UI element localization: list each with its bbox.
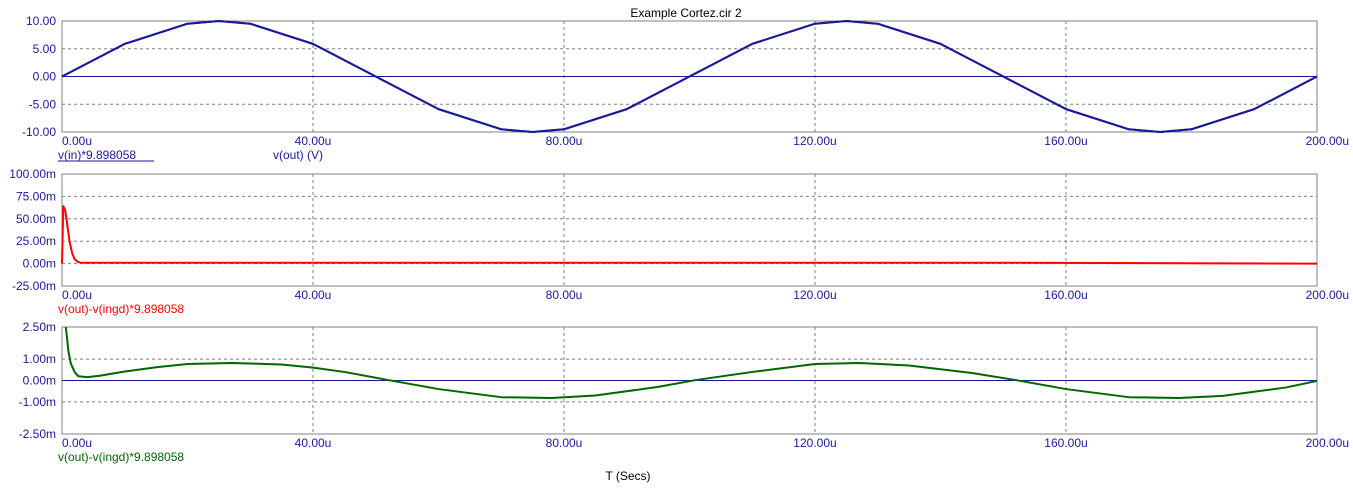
x-tick-label: 160.00u [1044,436,1087,450]
y-tick-label: -5.00 [29,97,57,111]
x-tick-label: 160.00u [1044,288,1087,302]
x-tick-label: 200.00u [1306,134,1349,148]
x-tick-label: 160.00u [1044,134,1087,148]
y-tick-label: 1.00m [23,352,56,366]
series-label: v(in)*9.898058 [58,148,136,162]
y-tick-label: -2.50m [19,427,56,441]
y-tick-label: 75.00m [16,189,56,203]
y-tick-label: 2.50m [23,320,56,334]
x-tick-label: 0.00u [62,436,92,450]
y-tick-label: 5.00 [33,42,57,56]
series-line [61,205,1318,265]
x-tick-label: 80.00u [546,288,583,302]
x-axis-label: T (Secs) [605,469,650,483]
plot-frame [61,173,1318,287]
y-tick-label: 0.00m [23,374,56,388]
y-tick-label: -1.00m [19,395,56,409]
x-tick-label: 120.00u [793,134,836,148]
y-tick-label: 50.00m [16,212,56,226]
x-tick-label: 80.00u [546,134,583,148]
y-tick-label: 25.00m [16,234,56,248]
x-tick-label: 40.00u [295,134,332,148]
x-tick-label: 40.00u [295,436,332,450]
x-tick-label: 0.00u [62,288,92,302]
x-tick-label: 200.00u [1306,436,1349,450]
x-tick-label: 0.00u [62,134,92,148]
x-tick-label: 120.00u [793,436,836,450]
y-tick-label: 0.00 [33,70,57,84]
series-line [61,20,1318,133]
x-tick-label: 40.00u [295,288,332,302]
y-tick-label: -10.00 [22,125,56,139]
y-tick-label: -25.00m [12,279,56,293]
plot-panel-2: 100.00m 75.00m 50.00m 25.00m 0.00m -25.00m 0.0… [9,167,1349,316]
plot-panel-3: 2.50m 1.00m 0.00m -1.00m -2.50m 0.00u 40.00u 80… [19,320,1349,464]
series-line [64,326,1318,400]
x-tick-label: 120.00u [793,288,836,302]
y-tick-label: 100.00m [9,167,56,181]
chart-title: Example Cortez.cir 2 [630,6,742,20]
series-label: v(out)-v(ingd)*9.898058 [58,302,184,316]
series-label: v(out)-v(ingd)*9.898058 [58,450,184,464]
series-label: v(out) (V) [273,148,323,162]
x-tick-label: 200.00u [1306,288,1349,302]
x-tick-label: 80.00u [546,436,583,450]
y-tick-label: 0.00m [23,257,56,271]
y-tick-label: 10.00 [26,14,56,28]
plot-panel-1: 10.00 5.00 0.00 -5.00 -10.00 0.00u 40.00u 80.00… [22,14,1349,162]
